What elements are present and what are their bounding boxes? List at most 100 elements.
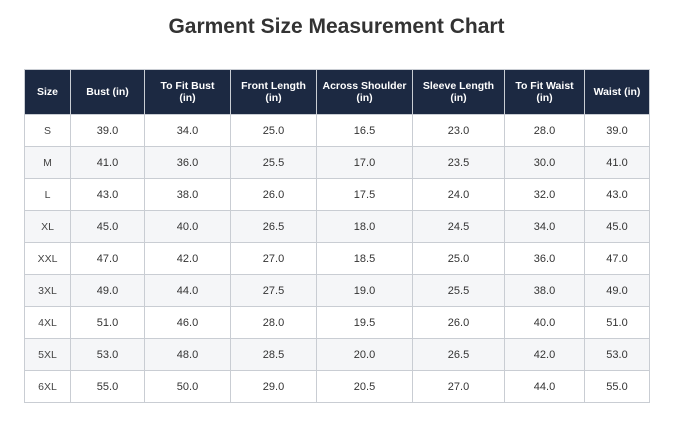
- table-header-row: Size Bust (in) To Fit Bust (in) Front Length…: [24, 69, 650, 115]
- table-body: S 39.0 34.0 25.0 16.5 23.0 28.0 39.0 M 41.0 36.0 25…: [24, 114, 650, 403]
- front-length-cell: 26.5: [230, 210, 317, 243]
- header-label-line: Bust (in): [86, 86, 129, 98]
- to-fit-waist-cell: 28.0: [504, 114, 585, 147]
- to-fit-waist-cell: 30.0: [504, 146, 585, 179]
- size-cell: S: [24, 114, 71, 147]
- table-row: S 39.0 34.0 25.0 16.5 23.0 28.0 39.0: [24, 114, 650, 147]
- front-length-cell: 25.5: [230, 146, 317, 179]
- header-label-line: Across Shoulder: [322, 80, 407, 92]
- header-label-line: (in): [450, 92, 467, 104]
- across-shoulder-cell: 20.0: [316, 338, 413, 371]
- across-shoulder-cell: 18.0: [316, 210, 413, 243]
- page-title: Garment Size Measurement Chart: [168, 15, 505, 38]
- front-length-cell: 25.0: [230, 114, 317, 147]
- header-label-line: (in): [265, 92, 282, 104]
- front-length-cell: 26.0: [230, 178, 317, 211]
- to-fit-waist-cell: 34.0: [504, 210, 585, 243]
- header-label-line: Size: [36, 86, 58, 98]
- waist-cell: 41.0: [584, 146, 650, 179]
- across-shoulder-cell: 17.5: [316, 178, 413, 211]
- waist-cell: 53.0: [584, 338, 650, 371]
- header-across-shoulder: Across Shoulder (in): [316, 69, 413, 115]
- size-cell: 4XL: [24, 306, 71, 339]
- header-to-fit-bust: To Fit Bust (in): [144, 69, 231, 115]
- size-cell: M: [24, 146, 71, 179]
- sleeve-length-cell: 27.0: [412, 370, 505, 403]
- to-fit-bust-cell: 48.0: [144, 338, 231, 371]
- sleeve-length-cell: 24.5: [412, 210, 505, 243]
- to-fit-bust-cell: 46.0: [144, 306, 231, 339]
- table-row: L 43.0 38.0 26.0 17.5 24.0 32.0 43.0: [24, 178, 650, 211]
- sleeve-length-cell: 26.5: [412, 338, 505, 371]
- size-cell: 3XL: [24, 274, 71, 307]
- table-row: 3XL 49.0 44.0 27.5 19.0 25.5 38.0 49.0: [24, 274, 650, 307]
- table-row: 6XL 55.0 50.0 29.0 20.5 27.0 44.0 55.0: [24, 370, 650, 403]
- to-fit-waist-cell: 32.0: [504, 178, 585, 211]
- bust-cell: 55.0: [70, 370, 145, 403]
- waist-cell: 51.0: [584, 306, 650, 339]
- header-label-line: (in): [536, 92, 553, 104]
- bust-cell: 41.0: [70, 146, 145, 179]
- to-fit-bust-cell: 40.0: [144, 210, 231, 243]
- to-fit-waist-cell: 36.0: [504, 242, 585, 275]
- header-size: Size: [24, 69, 71, 115]
- size-measurement-table: Size Bust (in) To Fit Bust (in) Front Length…: [24, 69, 650, 403]
- sleeve-length-cell: 24.0: [412, 178, 505, 211]
- to-fit-bust-cell: 34.0: [144, 114, 231, 147]
- header-label-line: Front Length: [241, 80, 306, 92]
- bust-cell: 45.0: [70, 210, 145, 243]
- header-label-line: (in): [179, 92, 196, 104]
- header-sleeve-length: Sleeve Length (in): [412, 69, 505, 115]
- size-cell: L: [24, 178, 71, 211]
- across-shoulder-cell: 19.5: [316, 306, 413, 339]
- header-label-line: Waist (in): [593, 86, 641, 98]
- to-fit-bust-cell: 44.0: [144, 274, 231, 307]
- to-fit-bust-cell: 38.0: [144, 178, 231, 211]
- front-length-cell: 29.0: [230, 370, 317, 403]
- front-length-cell: 28.5: [230, 338, 317, 371]
- to-fit-waist-cell: 40.0: [504, 306, 585, 339]
- to-fit-bust-cell: 50.0: [144, 370, 231, 403]
- to-fit-waist-cell: 42.0: [504, 338, 585, 371]
- bust-cell: 47.0: [70, 242, 145, 275]
- across-shoulder-cell: 17.0: [316, 146, 413, 179]
- to-fit-bust-cell: 42.0: [144, 242, 231, 275]
- header-bust: Bust (in): [70, 69, 145, 115]
- across-shoulder-cell: 19.0: [316, 274, 413, 307]
- sleeve-length-cell: 23.5: [412, 146, 505, 179]
- to-fit-bust-cell: 36.0: [144, 146, 231, 179]
- waist-cell: 49.0: [584, 274, 650, 307]
- header-waist: Waist (in): [584, 69, 650, 115]
- across-shoulder-cell: 18.5: [316, 242, 413, 275]
- table-row: 5XL 53.0 48.0 28.5 20.0 26.5 42.0 53.0: [24, 338, 650, 371]
- across-shoulder-cell: 20.5: [316, 370, 413, 403]
- waist-cell: 55.0: [584, 370, 650, 403]
- front-length-cell: 28.0: [230, 306, 317, 339]
- table-row: XXL 47.0 42.0 27.0 18.5 25.0 36.0 47.0: [24, 242, 650, 275]
- bust-cell: 53.0: [70, 338, 145, 371]
- waist-cell: 47.0: [584, 242, 650, 275]
- sleeve-length-cell: 25.5: [412, 274, 505, 307]
- to-fit-waist-cell: 38.0: [504, 274, 585, 307]
- size-cell: XXL: [24, 242, 71, 275]
- waist-cell: 43.0: [584, 178, 650, 211]
- across-shoulder-cell: 16.5: [316, 114, 413, 147]
- header-label-line: To Fit Waist: [515, 80, 574, 92]
- sleeve-length-cell: 26.0: [412, 306, 505, 339]
- front-length-cell: 27.5: [230, 274, 317, 307]
- bust-cell: 51.0: [70, 306, 145, 339]
- table-row: 4XL 51.0 46.0 28.0 19.5 26.0 40.0 51.0: [24, 306, 650, 339]
- size-cell: XL: [24, 210, 71, 243]
- sleeve-length-cell: 25.0: [412, 242, 505, 275]
- table-row: XL 45.0 40.0 26.5 18.0 24.5 34.0 45.0: [24, 210, 650, 243]
- to-fit-waist-cell: 44.0: [504, 370, 585, 403]
- front-length-cell: 27.0: [230, 242, 317, 275]
- waist-cell: 39.0: [584, 114, 650, 147]
- bust-cell: 39.0: [70, 114, 145, 147]
- table-row: M 41.0 36.0 25.5 17.0 23.5 30.0 41.0: [24, 146, 650, 179]
- waist-cell: 45.0: [584, 210, 650, 243]
- sleeve-length-cell: 23.0: [412, 114, 505, 147]
- header-label-line: To Fit Bust: [160, 80, 215, 92]
- header-front-length: Front Length (in): [230, 69, 317, 115]
